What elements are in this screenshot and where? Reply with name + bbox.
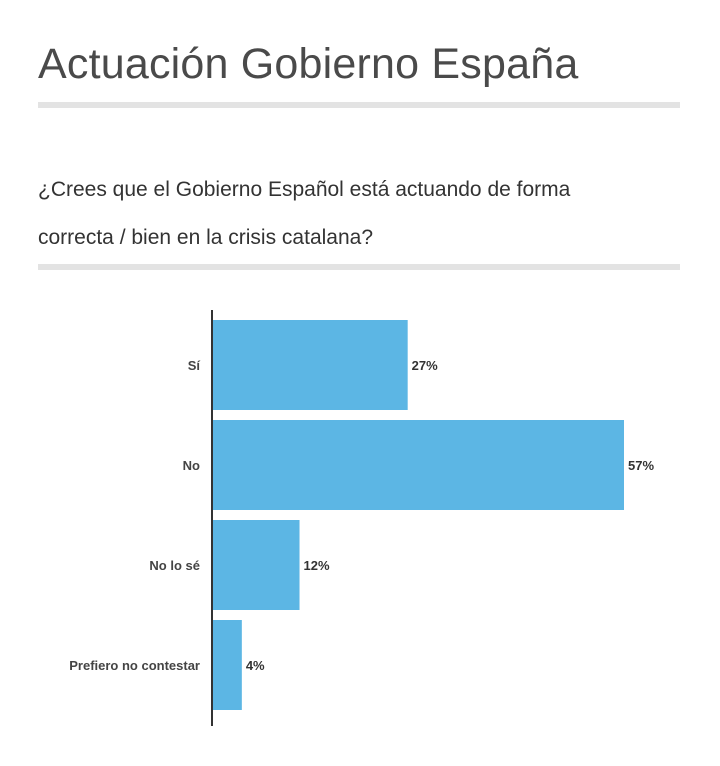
category-label-2: No lo sé (149, 558, 200, 573)
page-title: Actuación Gobierno España (38, 40, 579, 88)
title-divider (38, 102, 680, 108)
bar-1 (213, 420, 624, 510)
bars-layer (213, 320, 624, 710)
category-label-1: No (183, 458, 200, 473)
question-line-2: correcta / bien en la crisis catalana? (38, 226, 374, 249)
question-line-1: ¿Crees que el Gobierno Español está actu… (38, 178, 571, 201)
bar-0 (213, 320, 408, 410)
survey-question: ¿Crees que el Gobierno Español está actu… (38, 166, 680, 262)
bar-2 (213, 520, 300, 610)
labels-layer: Sí 27% No 57% No lo sé 12% Prefiero no contest… (69, 358, 654, 673)
question-divider (38, 264, 680, 270)
value-label-2: 12% (304, 558, 330, 573)
value-label-1: 57% (628, 458, 654, 473)
value-label-0: 27% (412, 358, 438, 373)
bar-3 (213, 620, 242, 710)
category-label-3: Prefiero no contestar (69, 658, 200, 673)
value-label-3: 4% (246, 658, 265, 673)
category-label-0: Sí (188, 358, 201, 373)
